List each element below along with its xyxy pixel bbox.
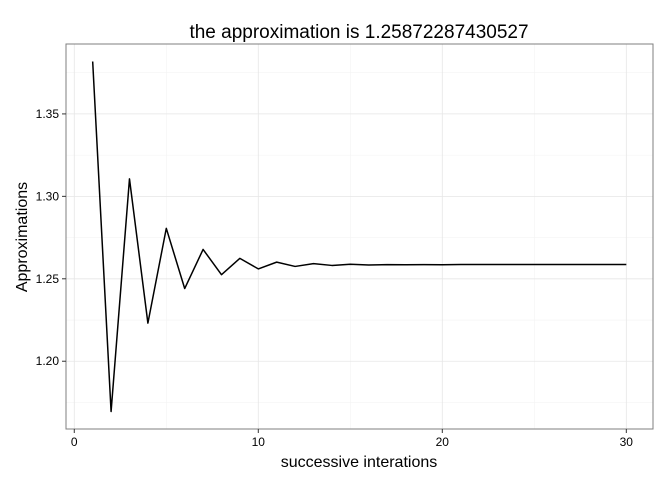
x-tick-label: 20 (436, 435, 450, 449)
approximation-series-line (91, 61, 627, 413)
y-tick-label: 1.25 (36, 272, 60, 286)
x-tick-label: 0 (71, 435, 78, 449)
plot-panel-border (65, 43, 654, 430)
x-tick-label: 10 (252, 435, 266, 449)
axis-ticks: 0 10 20 30 1.20 1.25 1.30 1.35 (36, 107, 634, 449)
x-tick-label: 30 (620, 435, 634, 449)
x-axis-title: successive interations (281, 454, 438, 471)
y-axis-title: Approximations (14, 182, 31, 292)
y-tick-label: 1.35 (36, 107, 60, 121)
y-tick-label: 1.20 (36, 354, 60, 368)
chart-title: the approximation is 1.25872287430527 (189, 22, 528, 43)
y-tick-label: 1.30 (36, 189, 60, 203)
